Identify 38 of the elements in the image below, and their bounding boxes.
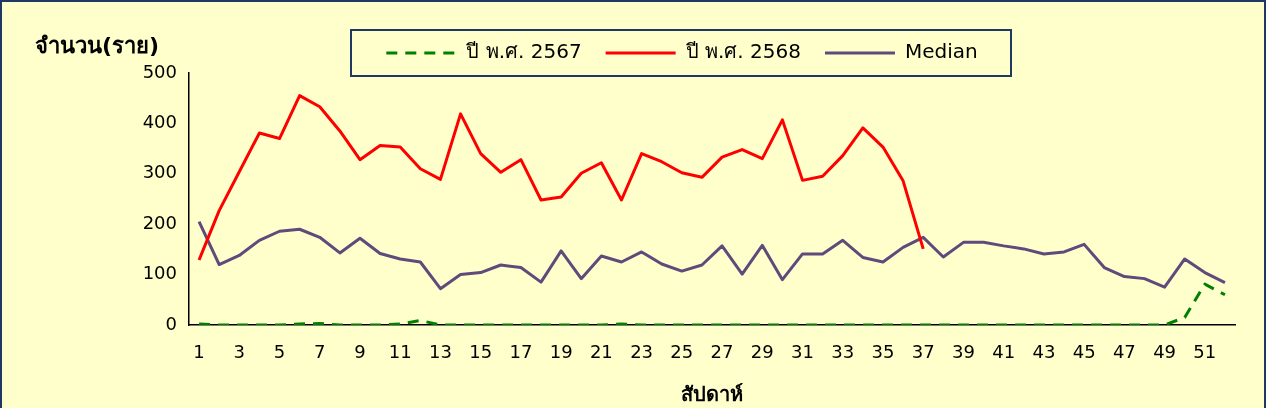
x-tick-label: 17 (509, 341, 533, 363)
x-tick-label: 31 (791, 341, 814, 363)
x-tick-label: 33 (831, 341, 855, 363)
x-tick-label: 41 (992, 341, 1016, 363)
x-tick-label: 21 (589, 341, 613, 363)
x-tick-label: 23 (630, 341, 654, 363)
y-tick-label: 500 (142, 60, 177, 82)
x-tick-label: 9 (354, 341, 366, 363)
x-tick-label: 27 (710, 341, 734, 363)
legend-label: ปี พ.ศ. 2567 (466, 39, 582, 64)
x-tick-label: 39 (951, 341, 975, 363)
y-tick-label: 300 (142, 161, 177, 183)
x-tick-label: 11 (388, 341, 412, 363)
x-tick-label: 25 (670, 341, 694, 363)
y-tick-label: 400 (142, 111, 177, 133)
x-tick-label: 1 (193, 341, 205, 363)
y-tick-label: 100 (142, 262, 177, 284)
x-tick-label: 43 (1032, 341, 1056, 363)
x-tick-label: 49 (1153, 341, 1177, 363)
x-tick-label: 45 (1072, 341, 1096, 363)
x-tick-label: 3 (233, 341, 246, 363)
y-tick-label: 0 (165, 312, 177, 334)
legend-label: Median (904, 39, 978, 64)
x-tick-label: 15 (469, 341, 493, 363)
x-tick-label: 35 (871, 341, 895, 363)
line-series (197, 282, 1227, 325)
x-tick-label: 7 (314, 341, 326, 363)
x-tick-label: 13 (428, 341, 452, 363)
legend-label: ปี พ.ศ. 2568 (685, 39, 801, 64)
x-tick-label: 47 (1112, 341, 1136, 363)
x-tick-label: 5 (273, 341, 286, 363)
x-tick-label: 51 (1193, 341, 1217, 363)
x-tick-label: 37 (911, 341, 935, 363)
x-tick-label: 29 (750, 341, 774, 363)
x-tick-label: 19 (549, 341, 573, 363)
y-axis-title: จำนวน(ราย) (35, 32, 160, 58)
y-tick-label: 200 (142, 211, 177, 233)
x-axis-title: สัปดาห์ (681, 382, 743, 407)
